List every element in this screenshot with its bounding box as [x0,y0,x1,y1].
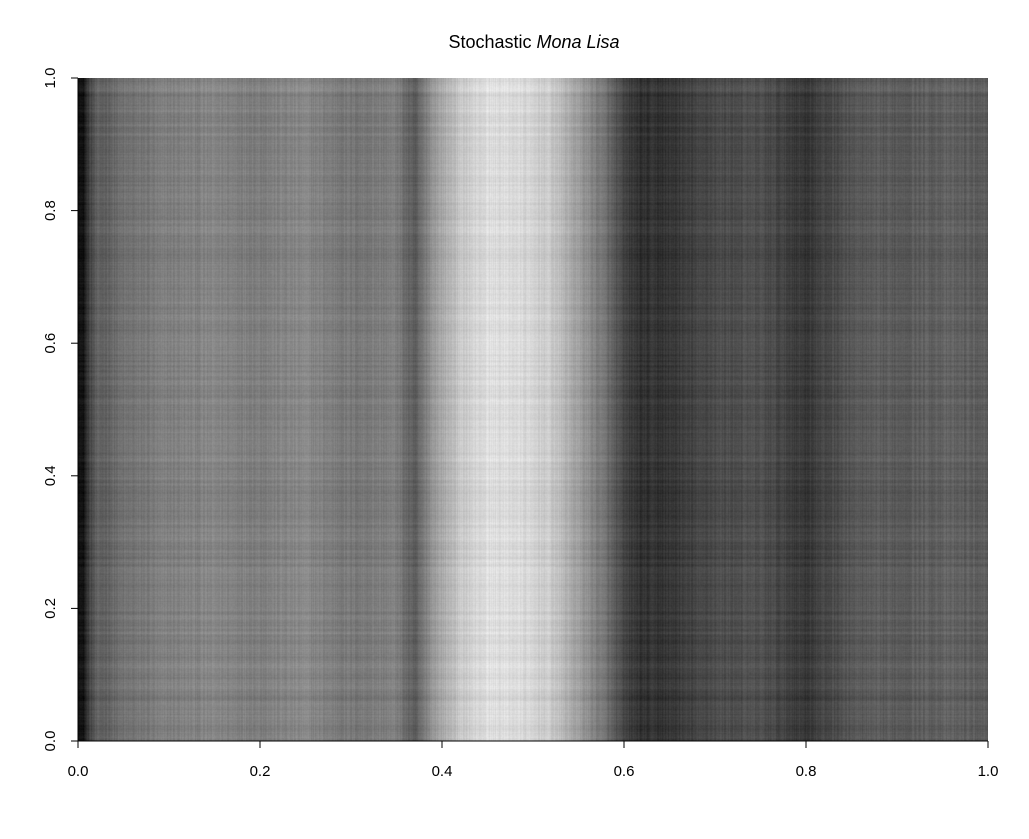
x-tick-label: 0.6 [614,763,635,780]
y-tick-label: 0.4 [42,465,59,486]
y-tick-label: 1.0 [42,68,59,89]
x-tick-label: 0.8 [796,763,817,780]
y-tick-label: 0.0 [42,731,59,752]
heatmap-layer [78,78,988,741]
y-tick-label: 0.8 [42,200,59,221]
heatmap-image [78,78,988,741]
x-tick-label: 0.0 [68,763,89,780]
chart-title-prefix: Stochastic [448,32,536,52]
x-tick-label: 0.4 [432,763,453,780]
y-tick-label: 0.6 [42,333,59,354]
x-tick-label: 0.2 [250,763,271,780]
y-tick-label: 0.2 [42,598,59,619]
chart-title: Stochastic Mona Lisa [448,32,619,52]
chart-title-italic: Mona Lisa [536,32,619,52]
x-tick-label: 1.0 [978,763,999,780]
axes-layer: 0.0 0.2 0.4 0.6 0.8 1.0 0.0 0.2 0.4 0.6 0.8 1.0 [42,68,998,780]
